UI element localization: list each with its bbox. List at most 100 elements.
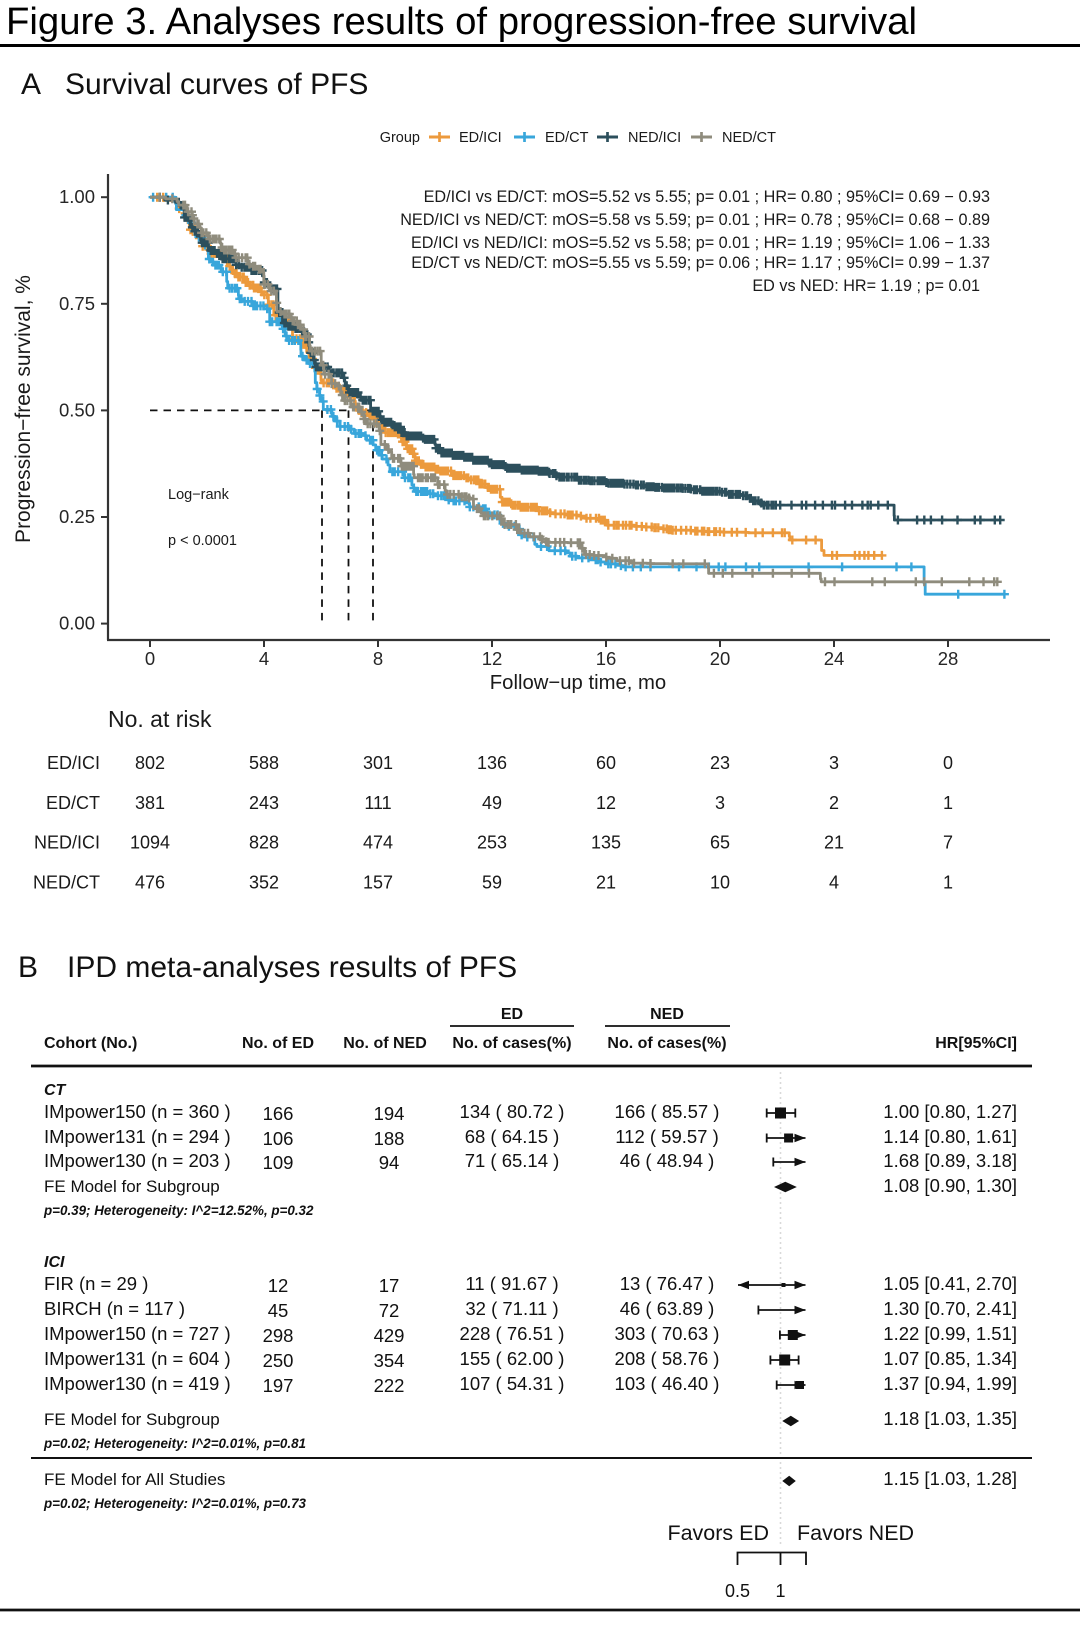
svg-text:1094: 1094 [130, 833, 170, 853]
svg-text:ED/ICI: ED/ICI [459, 130, 502, 146]
svg-text:FIR (n = 29 ): FIR (n = 29 ) [44, 1273, 148, 1294]
svg-text:1.00 [0.80, 1.27]: 1.00 [0.80, 1.27] [883, 1101, 1017, 1122]
svg-text:197: 197 [263, 1375, 294, 1396]
svg-text:16: 16 [596, 648, 617, 669]
svg-text:7: 7 [943, 833, 953, 853]
svg-text:71 ( 65.14 ): 71 ( 65.14 ) [465, 1150, 560, 1171]
svg-text:429: 429 [374, 1325, 405, 1346]
svg-text:FE Model for Subgroup: FE Model for Subgroup [44, 1410, 220, 1429]
svg-text:194: 194 [374, 1103, 405, 1124]
svg-text:474: 474 [363, 833, 393, 853]
svg-text:103 ( 46.40 ): 103 ( 46.40 ) [615, 1373, 720, 1394]
svg-text:298: 298 [263, 1325, 294, 1346]
svg-text:166: 166 [263, 1103, 294, 1124]
svg-text:IMpower131 (n = 604 ): IMpower131 (n = 604 ) [44, 1348, 231, 1369]
svg-text:ED: ED [501, 1006, 523, 1023]
svg-text:208 ( 58.76 ): 208 ( 58.76 ) [615, 1348, 720, 1369]
svg-text:60: 60 [596, 753, 616, 773]
svg-text:0: 0 [943, 753, 953, 773]
svg-text:65: 65 [710, 833, 730, 853]
svg-text:1: 1 [943, 793, 953, 813]
svg-text:NED/ICI vs NED/CT: mOS=5.58 vs: NED/ICI vs NED/CT: mOS=5.58 vs 5.59; p= … [400, 211, 990, 229]
svg-text:NED: NED [650, 1006, 684, 1023]
svg-text:1.05 [0.41, 2.70]: 1.05 [0.41, 2.70] [883, 1273, 1017, 1294]
svg-text:p=0.02; Heterogeneity: I^2=0.0: p=0.02; Heterogeneity: I^2=0.01%, p=0.73 [43, 1496, 307, 1511]
svg-text:155 ( 62.00 ): 155 ( 62.00 ) [460, 1348, 565, 1369]
svg-text:1.14 [0.80, 1.61]: 1.14 [0.80, 1.61] [883, 1126, 1017, 1147]
svg-text:136: 136 [477, 753, 507, 773]
svg-text:NED/ICI: NED/ICI [628, 130, 681, 146]
svg-text:IMpower130 (n = 203 ): IMpower130 (n = 203 ) [44, 1150, 231, 1171]
svg-text:2: 2 [829, 793, 839, 813]
svg-text:222: 222 [374, 1375, 405, 1396]
svg-text:No. of cases(%): No. of cases(%) [452, 1035, 571, 1052]
svg-text:ED/CT: ED/CT [545, 130, 589, 146]
svg-text:24: 24 [824, 648, 845, 669]
svg-text:1: 1 [775, 1581, 785, 1601]
svg-text:BIRCH (n = 117 ): BIRCH (n = 117 ) [44, 1298, 185, 1319]
svg-text:IMpower150 (n = 727 ): IMpower150 (n = 727 ) [44, 1323, 231, 1344]
svg-text:0.25: 0.25 [59, 506, 95, 527]
svg-text:Favors ED: Favors ED [667, 1521, 769, 1545]
svg-text:11 ( 91.67 ): 11 ( 91.67 ) [465, 1273, 558, 1294]
svg-text:No. at risk: No. at risk [108, 706, 212, 732]
svg-text:IMpower150 (n = 360 ): IMpower150 (n = 360 ) [44, 1101, 231, 1122]
svg-text:p=0.39; Heterogeneity: I^2=12.: p=0.39; Heterogeneity: I^2=12.52%, p=0.3… [43, 1203, 314, 1218]
svg-text:Favors NED: Favors NED [797, 1521, 914, 1545]
svg-text:IMpower130 (n = 419 ): IMpower130 (n = 419 ) [44, 1373, 231, 1394]
svg-text:1.15 [1.03, 1.28]: 1.15 [1.03, 1.28] [883, 1468, 1017, 1489]
svg-text:8: 8 [373, 648, 383, 669]
svg-text:243: 243 [249, 793, 279, 813]
svg-text:NED/CT: NED/CT [33, 872, 100, 892]
svg-text:352: 352 [249, 872, 279, 892]
svg-text:ED/CT vs NED/CT: mOS=5.55 vs 5: ED/CT vs NED/CT: mOS=5.55 vs 5.59; p= 0.… [411, 254, 990, 272]
svg-text:46 ( 48.94 ): 46 ( 48.94 ) [620, 1150, 715, 1171]
svg-text:1.68 [0.89, 3.18]: 1.68 [0.89, 3.18] [883, 1150, 1017, 1171]
svg-text:0.00: 0.00 [59, 613, 95, 634]
svg-text:0.50: 0.50 [59, 399, 95, 420]
svg-text:ICI: ICI [44, 1254, 65, 1271]
svg-text:17: 17 [379, 1275, 400, 1296]
svg-text:250: 250 [263, 1350, 294, 1371]
svg-text:No. of cases(%): No. of cases(%) [607, 1035, 726, 1052]
svg-text:59: 59 [482, 872, 502, 892]
svg-text:p=0.02; Heterogeneity: I^2=0.0: p=0.02; Heterogeneity: I^2=0.01%, p=0.81 [43, 1436, 306, 1451]
svg-text:381: 381 [135, 793, 165, 813]
svg-text:49: 49 [482, 793, 502, 813]
svg-text:157: 157 [363, 872, 393, 892]
svg-text:0.75: 0.75 [59, 293, 95, 314]
svg-text:Group: Group [380, 130, 420, 146]
svg-text:135: 135 [591, 833, 621, 853]
svg-text:IMpower131 (n = 294 ): IMpower131 (n = 294 ) [44, 1126, 231, 1147]
svg-text:No. of ED: No. of ED [242, 1035, 314, 1052]
svg-text:253: 253 [477, 833, 507, 853]
svg-text:1.08 [0.90, 1.30]: 1.08 [0.90, 1.30] [883, 1175, 1017, 1196]
svg-text:23: 23 [710, 753, 730, 773]
svg-text:21: 21 [596, 872, 616, 892]
svg-text:106: 106 [263, 1128, 294, 1149]
svg-text:28: 28 [938, 648, 959, 669]
svg-text:13 ( 76.47 ): 13 ( 76.47 ) [620, 1273, 715, 1294]
svg-text:301: 301 [363, 753, 393, 773]
svg-text:1.37 [0.94, 1.99]: 1.37 [0.94, 1.99] [883, 1373, 1017, 1394]
svg-text:1.18 [1.03, 1.35]: 1.18 [1.03, 1.35] [883, 1408, 1017, 1429]
svg-text:134 ( 80.72 ): 134 ( 80.72 ) [460, 1101, 565, 1122]
svg-text:46 ( 63.89 ): 46 ( 63.89 ) [620, 1298, 715, 1319]
svg-text:476: 476 [135, 872, 165, 892]
svg-text:802: 802 [135, 753, 165, 773]
svg-text:12: 12 [482, 648, 503, 669]
svg-text:ED/ICI vs ED/CT: mOS=5.52 vs 5: ED/ICI vs ED/CT: mOS=5.52 vs 5.55; p= 0.… [424, 188, 990, 206]
svg-text:HR[95%CI]: HR[95%CI] [935, 1035, 1017, 1052]
svg-text:588: 588 [249, 753, 279, 773]
svg-text:NED/CT: NED/CT [722, 130, 776, 146]
svg-text:107 ( 54.31 ): 107 ( 54.31 ) [460, 1373, 565, 1394]
svg-text:NED/ICI: NED/ICI [34, 833, 100, 853]
svg-text:1.30 [0.70, 2.41]: 1.30 [0.70, 2.41] [883, 1298, 1017, 1319]
svg-text:188: 188 [374, 1128, 405, 1149]
svg-text:Follow−up time, mo: Follow−up time, mo [490, 672, 666, 694]
svg-text:32 ( 71.11 ): 32 ( 71.11 ) [465, 1298, 558, 1319]
svg-text:Log−rank: Log−rank [168, 487, 230, 503]
svg-text:828: 828 [249, 833, 279, 853]
svg-text:Cohort (No.): Cohort (No.) [44, 1035, 137, 1052]
svg-text:72: 72 [379, 1300, 400, 1321]
